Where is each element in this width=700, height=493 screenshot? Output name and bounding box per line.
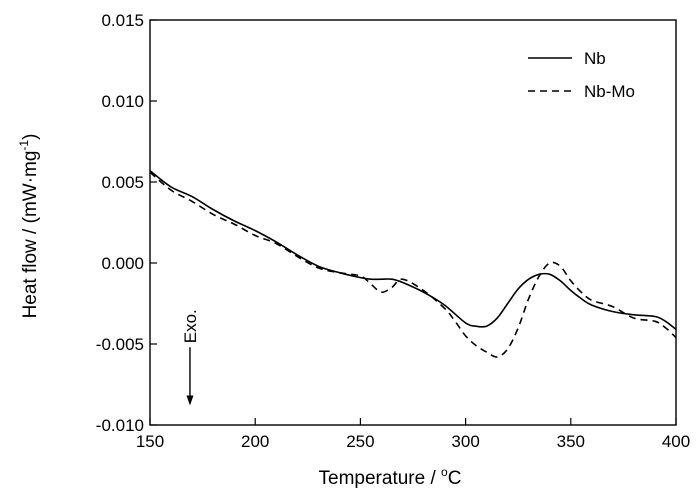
axes bbox=[149, 19, 677, 426]
ticks: 150 200 250 300 350 400 -0.010 -0.005 0.000 0.005… bbox=[96, 11, 690, 451]
y-tick-label: -0.010 bbox=[96, 416, 144, 435]
x-tick-label: 200 bbox=[241, 432, 269, 451]
y-tick-label: 0.015 bbox=[101, 11, 144, 30]
legend-label-nb-mo: Nb-Mo bbox=[584, 82, 635, 101]
series-line-nb-mo bbox=[149, 171, 677, 358]
y-tick-label: 0.010 bbox=[101, 92, 144, 111]
y-axis-title: Heat flow / (mW·mg-1) bbox=[17, 134, 41, 319]
series-line-nb bbox=[149, 170, 677, 331]
legend: Nb Nb-Mo bbox=[528, 49, 635, 101]
x-tick-label: 250 bbox=[346, 432, 374, 451]
x-tick-label: 400 bbox=[662, 432, 690, 451]
exo-label: Exo. bbox=[181, 309, 200, 343]
y-tick-label: -0.005 bbox=[96, 335, 144, 354]
plot-area bbox=[149, 170, 677, 358]
x-tick-label: 150 bbox=[136, 432, 164, 451]
x-axis-title: Temperature / oC bbox=[319, 465, 462, 489]
x-tick-label: 350 bbox=[557, 432, 585, 451]
legend-label-nb: Nb bbox=[584, 49, 606, 68]
y-tick-label: 0.005 bbox=[101, 173, 144, 192]
exo-arrow-head bbox=[186, 395, 194, 406]
plot-frame bbox=[149, 19, 677, 426]
y-tick-label: 0.000 bbox=[101, 254, 144, 273]
exo-annotation: Exo. bbox=[181, 309, 200, 406]
x-tick-label: 300 bbox=[451, 432, 479, 451]
